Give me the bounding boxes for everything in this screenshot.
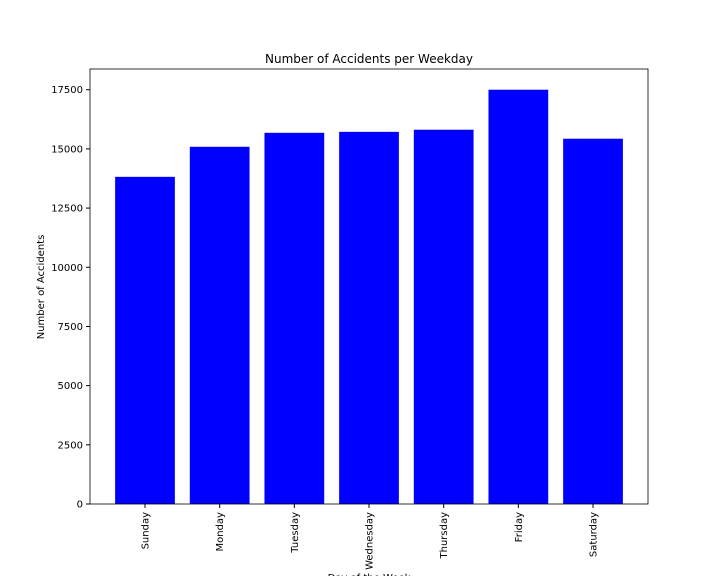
y-axis-label: Number of Accidents (36, 235, 47, 340)
bar (563, 138, 623, 504)
bar (488, 89, 549, 504)
chart-title: Number of Accidents per Weekday (265, 52, 473, 66)
x-tick-label: Thursday (439, 512, 450, 560)
y-tick-label: 17500 (51, 85, 83, 96)
bar (339, 131, 399, 504)
y-tick-label: 0 (77, 500, 83, 511)
y-tick-label: 7500 (58, 322, 83, 333)
bar (189, 146, 250, 505)
x-tick-label: Tuesday (290, 512, 301, 554)
bar (115, 176, 175, 505)
y-tick-label: 15000 (51, 144, 83, 155)
y-tick-label: 10000 (51, 263, 83, 274)
bar (264, 132, 325, 505)
x-tick-label: Wednesday (365, 512, 376, 570)
x-tick-label: Saturday (589, 512, 600, 557)
x-axis-label: Day of the Week (328, 573, 411, 576)
y-tick-label: 2500 (58, 440, 83, 451)
plot-frame (89, 68, 649, 505)
x-tick-label: Monday (215, 512, 226, 552)
x-tick-label: Friday (514, 512, 525, 542)
bar (413, 129, 474, 504)
y-tick-label: 5000 (58, 381, 83, 392)
x-tick-label: Sunday (141, 512, 152, 549)
y-tick-label: 12500 (51, 204, 83, 215)
